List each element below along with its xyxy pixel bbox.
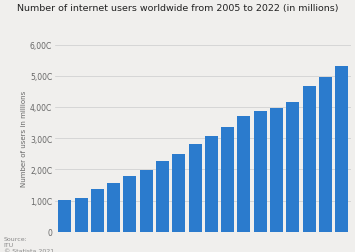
Bar: [335, 67, 348, 232]
Bar: [140, 171, 153, 232]
Text: Number of internet users worldwide from 2005 to 2022 (in millions): Number of internet users worldwide from …: [17, 4, 338, 13]
Y-axis label: Number of users in millions: Number of users in millions: [21, 91, 27, 186]
Text: Source:
ITU
© Statista 2021: Source: ITU © Statista 2021: [4, 236, 54, 252]
Bar: [319, 78, 332, 232]
Bar: [75, 198, 88, 232]
Bar: [189, 145, 202, 232]
Bar: [286, 103, 299, 232]
Bar: [270, 109, 283, 232]
Bar: [107, 183, 120, 232]
Bar: [91, 189, 104, 232]
Bar: [254, 111, 267, 232]
Bar: [58, 200, 71, 232]
Bar: [156, 161, 169, 232]
Bar: [302, 87, 316, 232]
Bar: [237, 117, 251, 232]
Bar: [124, 176, 136, 232]
Bar: [172, 154, 185, 232]
Bar: [221, 127, 234, 232]
Bar: [205, 136, 218, 232]
